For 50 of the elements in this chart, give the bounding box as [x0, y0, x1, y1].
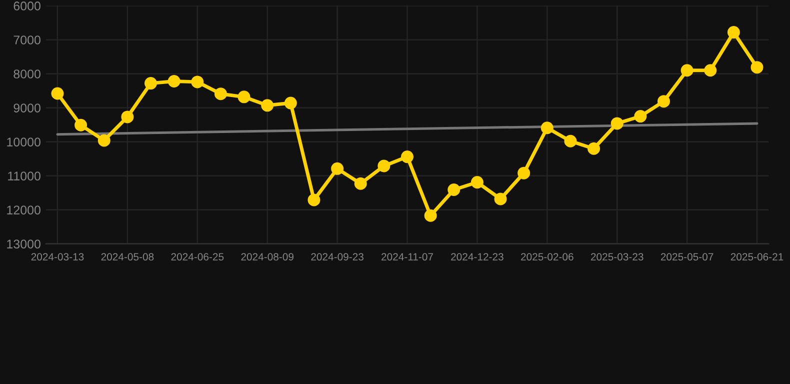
point [98, 134, 110, 147]
y-tick-label: 7000 [14, 36, 40, 44]
point [750, 61, 764, 74]
point [51, 87, 64, 100]
y-tick-label: 9000 [14, 104, 40, 112]
point [214, 88, 227, 100]
point [74, 118, 88, 132]
point [610, 117, 624, 130]
point [564, 134, 577, 148]
y-tick-label: 13000 [7, 240, 40, 248]
point [540, 122, 554, 134]
x-tick-label: 2024-03-13 [31, 253, 84, 261]
point [424, 209, 437, 222]
point [634, 110, 647, 123]
point [238, 90, 250, 104]
x-tick-label: 2024-12-23 [451, 253, 504, 261]
y-tick-label: 8000 [14, 70, 40, 78]
y-tick-label: 10000 [7, 138, 40, 146]
point [331, 162, 344, 175]
x-tick-label: 2024-06-25 [171, 253, 224, 261]
point [727, 26, 740, 39]
x-tick-label: 2024-08-09 [241, 253, 294, 261]
point [470, 176, 484, 189]
y-tick-label: 12000 [7, 206, 40, 214]
x-tick-label: 2025-05-07 [660, 253, 714, 261]
point [284, 96, 297, 110]
y-tick-label: 6000 [14, 2, 40, 10]
point [588, 142, 600, 155]
point [494, 192, 507, 206]
point [191, 76, 204, 88]
point [400, 150, 414, 164]
point [704, 64, 717, 77]
point [518, 166, 530, 180]
point [168, 75, 180, 88]
point [308, 194, 320, 206]
point [378, 160, 390, 172]
x-tick-label: 2024-05-08 [101, 253, 154, 261]
x-tick-label: 2025-06-21 [730, 253, 784, 261]
point [657, 95, 670, 108]
point [121, 110, 134, 124]
x-tick-label: 2024-09-23 [311, 253, 364, 261]
point [354, 177, 367, 190]
x-tick-label: 2024-11-07 [382, 253, 433, 261]
x-tick-label: 2025-03-23 [590, 253, 644, 261]
point [448, 184, 460, 196]
point [261, 99, 274, 112]
point [144, 77, 157, 90]
x-tick-label: 2025-02-06 [521, 253, 574, 261]
y-tick-label: 11000 [8, 172, 40, 180]
point [680, 64, 694, 77]
